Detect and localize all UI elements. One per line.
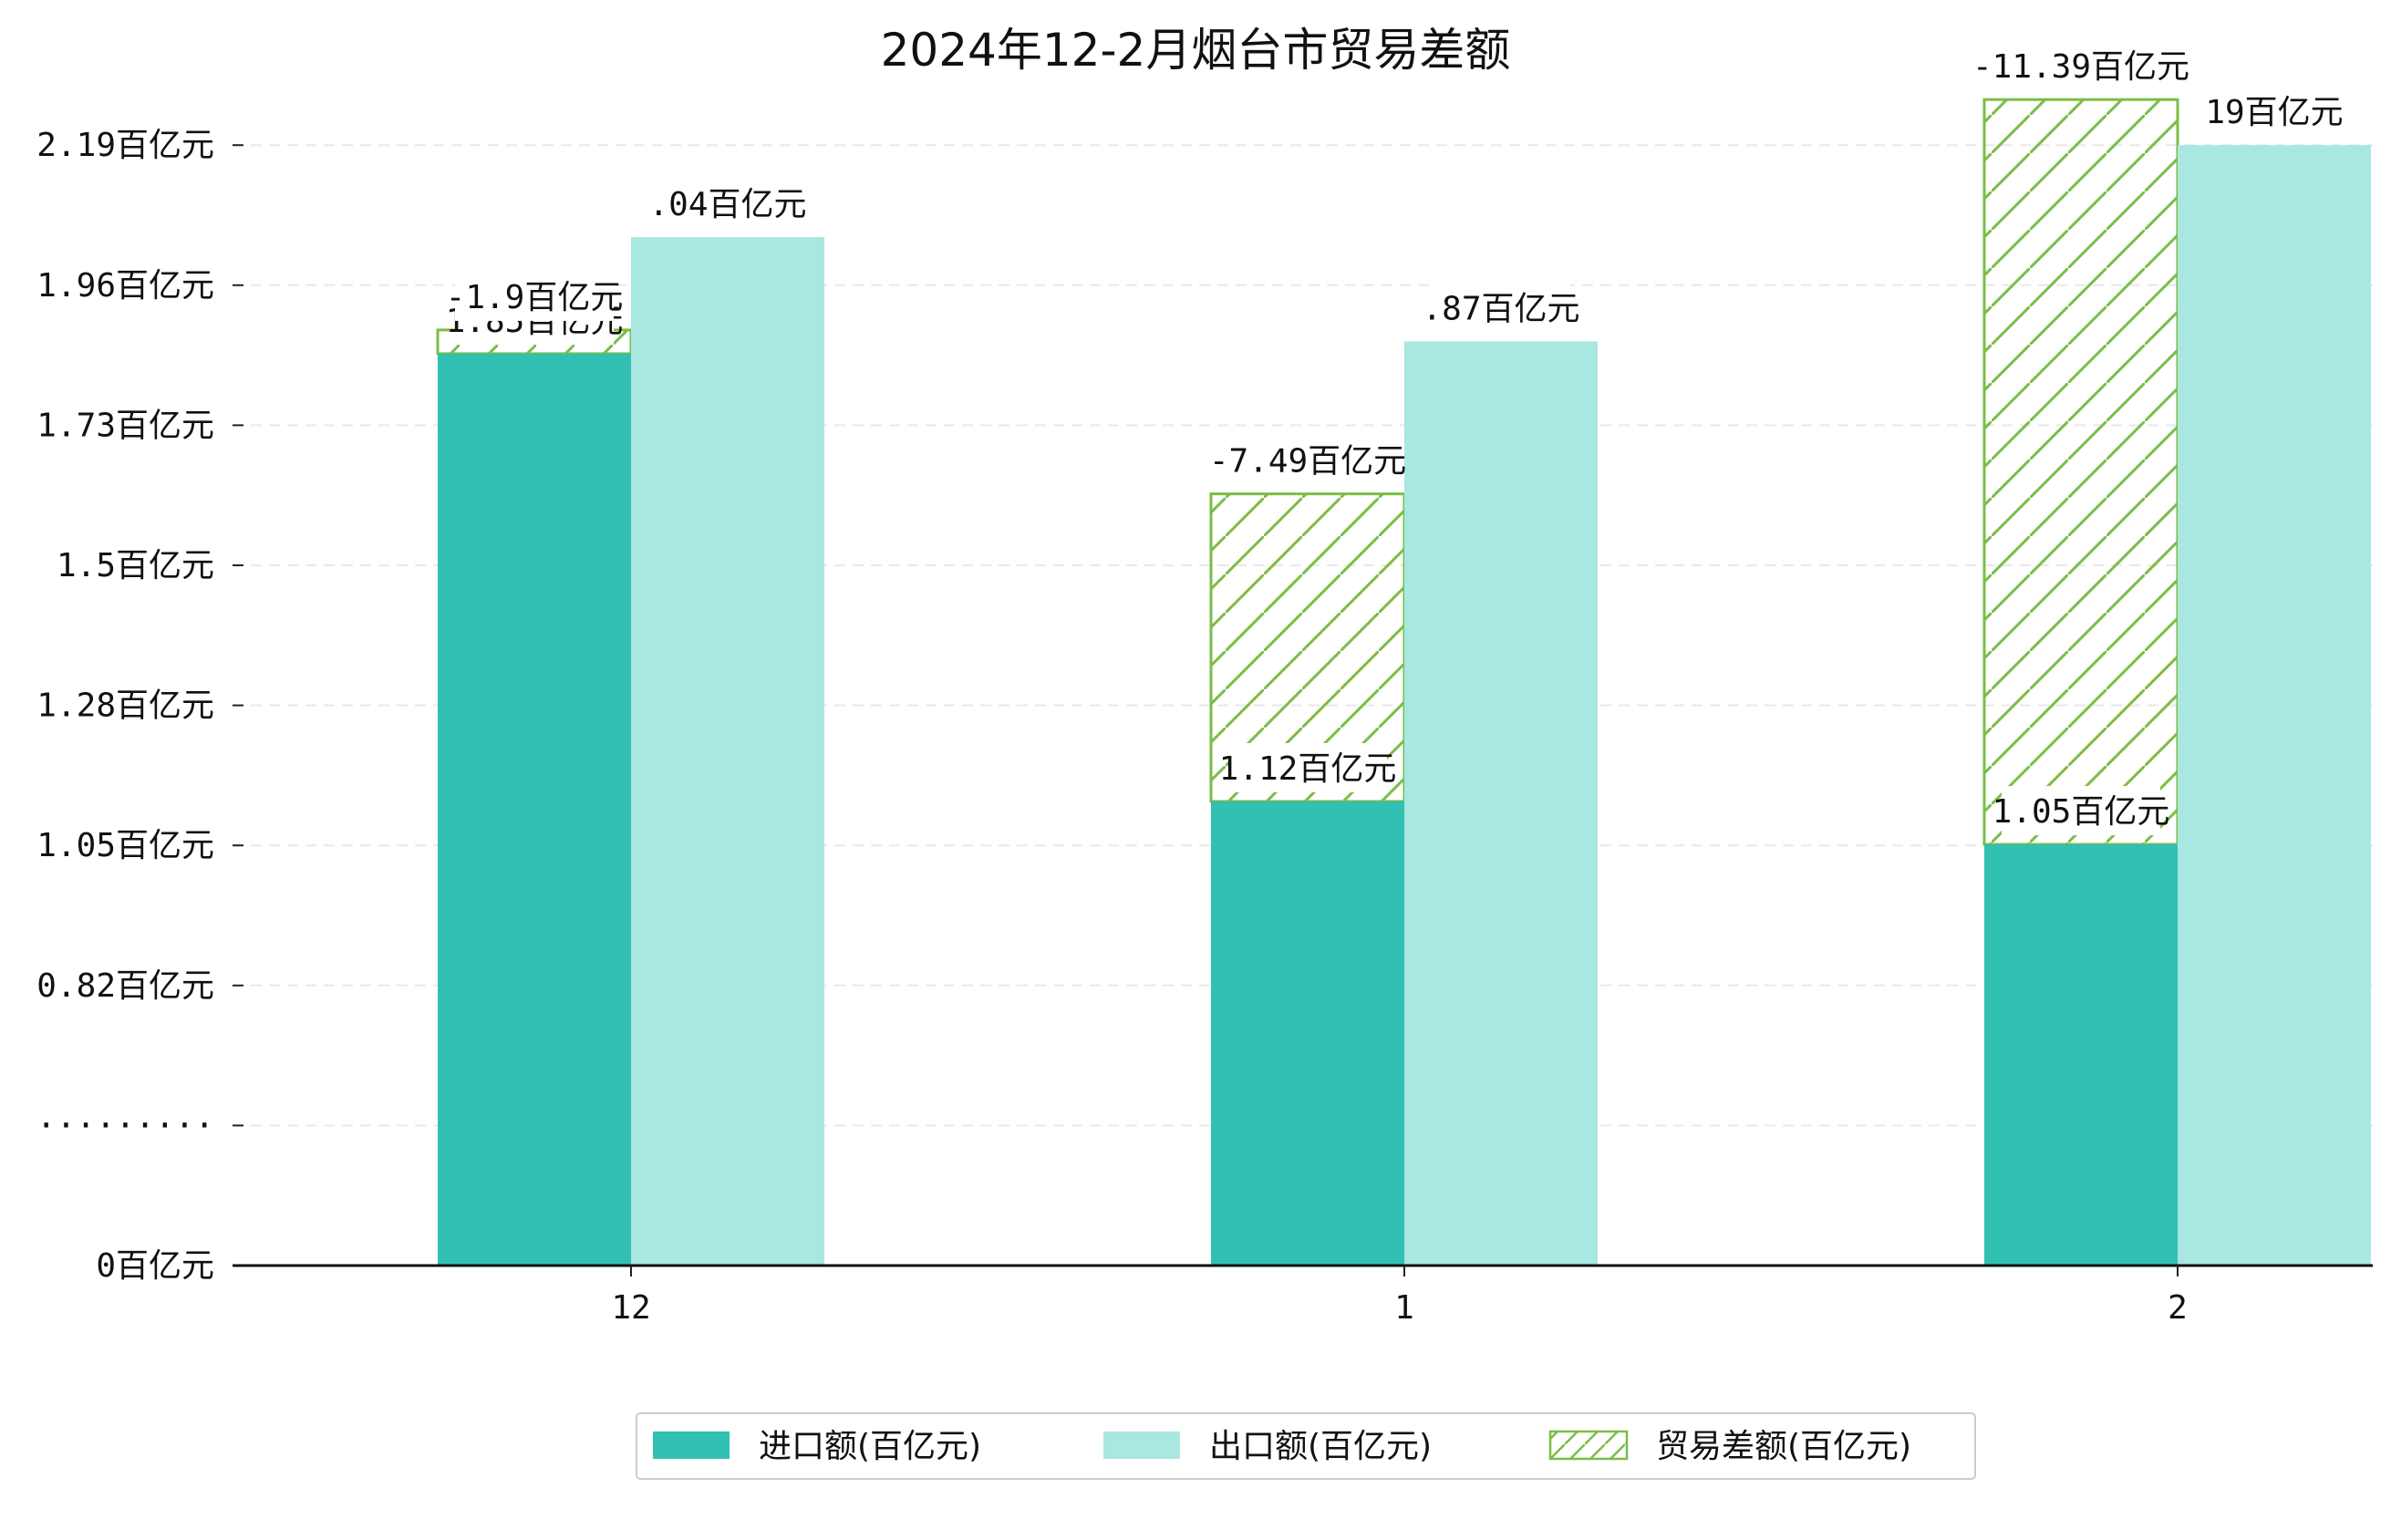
label-trade-balance: -1.9百亿元	[446, 279, 624, 316]
y-tick-label: ·········	[36, 1107, 214, 1144]
y-tick-label: 1.05百亿元	[36, 827, 214, 864]
y-tick-label: 1.5百亿元	[57, 547, 214, 584]
label-export-bg	[1432, 283, 1570, 333]
label-trade-balance: -11.39百亿元	[1972, 48, 2189, 86]
label-import-bg	[1228, 742, 1387, 792]
label-trade-balance: -7.49百亿元	[1209, 443, 1406, 481]
legend-swatch	[1103, 1431, 1180, 1459]
bar-trade-balance	[1982, 98, 2179, 846]
legend-label: 进口额(百亿元)	[759, 1428, 981, 1465]
label-export: .87百亿元	[1422, 290, 1579, 327]
legend: 进口额(百亿元) 出口额(百亿元) 贸易差额(百亿元)	[636, 1412, 1976, 1480]
chart-title: 2024年12-2月烟台市贸易差额	[881, 24, 1511, 77]
legend-label: 出口额(百亿元)	[1209, 1428, 1432, 1465]
label-import: 1.12百亿元	[1219, 750, 1397, 788]
label-export: 19百亿元	[2205, 94, 2343, 131]
bar-export	[2178, 145, 2371, 1266]
y-tick-label: 2.19百亿元	[36, 127, 214, 164]
label-trade-balance-bg	[1218, 435, 1397, 485]
y-tick-label: 1.73百亿元	[36, 407, 214, 444]
legend-label: 贸易差额(百亿元)	[1656, 1428, 1911, 1465]
y-tick-label: 1.96百亿元	[36, 267, 214, 305]
y-tick-label: 0百亿元	[96, 1247, 214, 1285]
label-import-bg	[2002, 786, 2160, 836]
y-tick-label: 0.82百亿元	[36, 967, 214, 1005]
y-tick-label: 1.28百亿元	[36, 687, 214, 725]
bar-import	[1984, 844, 2178, 1266]
x-tick-label: 1	[1394, 1289, 1414, 1327]
label-trade-balance-bg	[1982, 41, 2180, 91]
bar-export	[631, 237, 824, 1266]
x-tick-label: 2	[2168, 1289, 2188, 1327]
label-export-bg	[2215, 87, 2334, 137]
label-export-bg	[658, 179, 797, 229]
bars	[436, 98, 2371, 1266]
label-trade-balance-bg	[455, 271, 614, 321]
bar-import	[1211, 801, 1404, 1266]
legend-swatch	[653, 1431, 730, 1459]
data-labels: 1.85百亿元-1.9百亿元.04百亿元1.12百亿元-7.49百亿元.87百亿…	[446, 41, 2344, 836]
label-import: 1.05百亿元	[1992, 793, 2170, 831]
bar-export	[1404, 341, 1598, 1266]
legend-box	[636, 1412, 1976, 1480]
bar-import	[438, 353, 631, 1266]
axes: 0百亿元 ········· 0.82百亿元 1.05百亿元 1.28百亿元 1.5百亿元…	[36, 127, 2373, 1327]
x-tick-label: 12	[611, 1289, 650, 1327]
legend-swatch	[1548, 1430, 1629, 1461]
label-export: .04百亿元	[648, 186, 806, 223]
